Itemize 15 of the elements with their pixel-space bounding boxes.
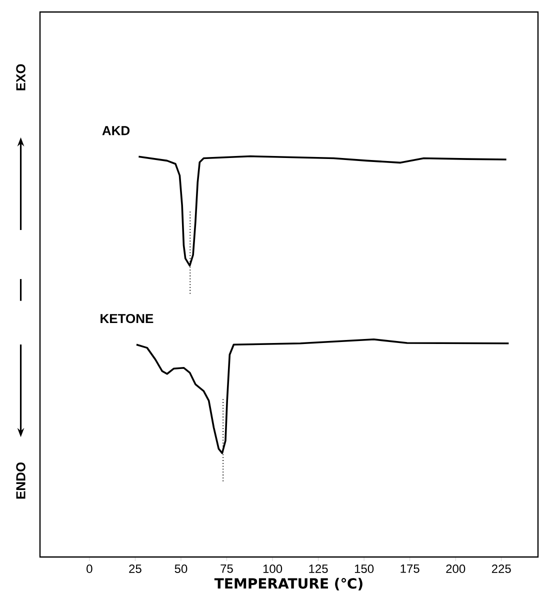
x-tick-label: 225: [492, 564, 511, 574]
x-tick-label: 100: [263, 564, 282, 574]
x-tick-label: 0: [86, 564, 92, 574]
x-tick-label: 175: [400, 564, 420, 573]
x-axis-title: TEMPERATURE (℃): [214, 578, 362, 590]
x-tick-label: 25: [129, 564, 142, 574]
series-label: AKD: [102, 126, 130, 136]
x-tick-label: 75: [220, 564, 233, 573]
x-tick-label: 200: [446, 564, 466, 574]
text: ENDO: [16, 462, 26, 499]
text: EXO: [16, 64, 26, 90]
x-tick-label: 125: [309, 564, 328, 574]
x-tick-label: 50: [174, 564, 188, 574]
series-label: KETONE: [100, 314, 154, 324]
x-tick-label: 150: [354, 564, 374, 574]
